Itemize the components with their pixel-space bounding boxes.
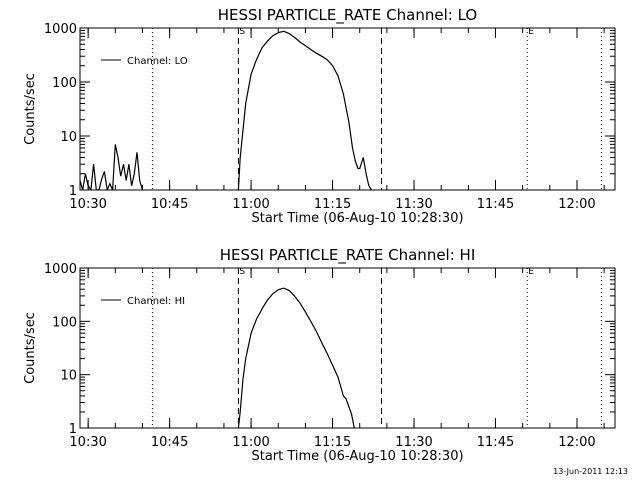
marker-label: E	[528, 267, 534, 277]
y-tick-label: 10	[60, 130, 77, 145]
x-tick-label: 11:45	[477, 197, 514, 212]
y-tick-label: 1	[69, 422, 77, 437]
x-tick-label: 11:30	[395, 197, 432, 212]
chart-title: HESSI PARTICLE_RATE Channel: HI	[220, 246, 476, 265]
x-tick-label: 12:00	[558, 197, 595, 212]
legend-label: Channel: HI	[127, 296, 185, 307]
plot-frame	[79, 267, 616, 429]
marker-label: S	[239, 267, 245, 277]
legend-label: Channel: LO	[127, 56, 188, 67]
plot-frame	[79, 27, 616, 191]
x-tick-label: 11:15	[314, 197, 351, 212]
x-tick-label: 11:00	[232, 197, 269, 212]
x-tick-label: 11:30	[395, 435, 432, 450]
y-tick-label: 10	[60, 369, 77, 384]
x-tick-label: 11:00	[232, 435, 269, 450]
series-line	[237, 30, 373, 190]
chart-panel-1: HESSI PARTICLE_RATE Channel: LO 1 10 100 100…	[23, 6, 616, 226]
series-line	[80, 144, 144, 190]
chart-title: HESSI PARTICLE_RATE Channel: LO	[218, 6, 477, 25]
x-tick-label: 12:00	[558, 435, 595, 450]
x-tick-label: 10:45	[151, 197, 188, 212]
y-tick-label: 1000	[44, 22, 77, 37]
x-axis-label: Start Time (06-Aug-10 10:28:30)	[251, 211, 463, 226]
x-tick-label: 10:30	[69, 197, 106, 212]
x-tick-label: 10:45	[151, 435, 188, 450]
chart-panel-2: HESSI PARTICLE_RATE Channel: HI 1 10 100 100…	[23, 246, 616, 464]
series-line	[237, 287, 355, 428]
x-tick-label: 10:30	[69, 435, 106, 450]
footer-date: 13-Jun-2011 12:13	[553, 467, 628, 476]
y-tick-label: 100	[52, 315, 77, 330]
x-tick-label: 11:45	[477, 435, 514, 450]
x-tick-label: 11:15	[314, 435, 351, 450]
y-tick-label: 1000	[44, 262, 77, 277]
marker-label: E	[528, 27, 534, 37]
x-axis-label: Start Time (06-Aug-10 10:28:30)	[251, 449, 463, 464]
y-axis-label: Counts/sec	[23, 73, 38, 145]
y-tick-label: 1	[69, 184, 77, 199]
marker-label: S	[239, 27, 245, 37]
y-tick-label: 100	[52, 76, 77, 91]
y-axis-label: Counts/sec	[23, 312, 38, 384]
